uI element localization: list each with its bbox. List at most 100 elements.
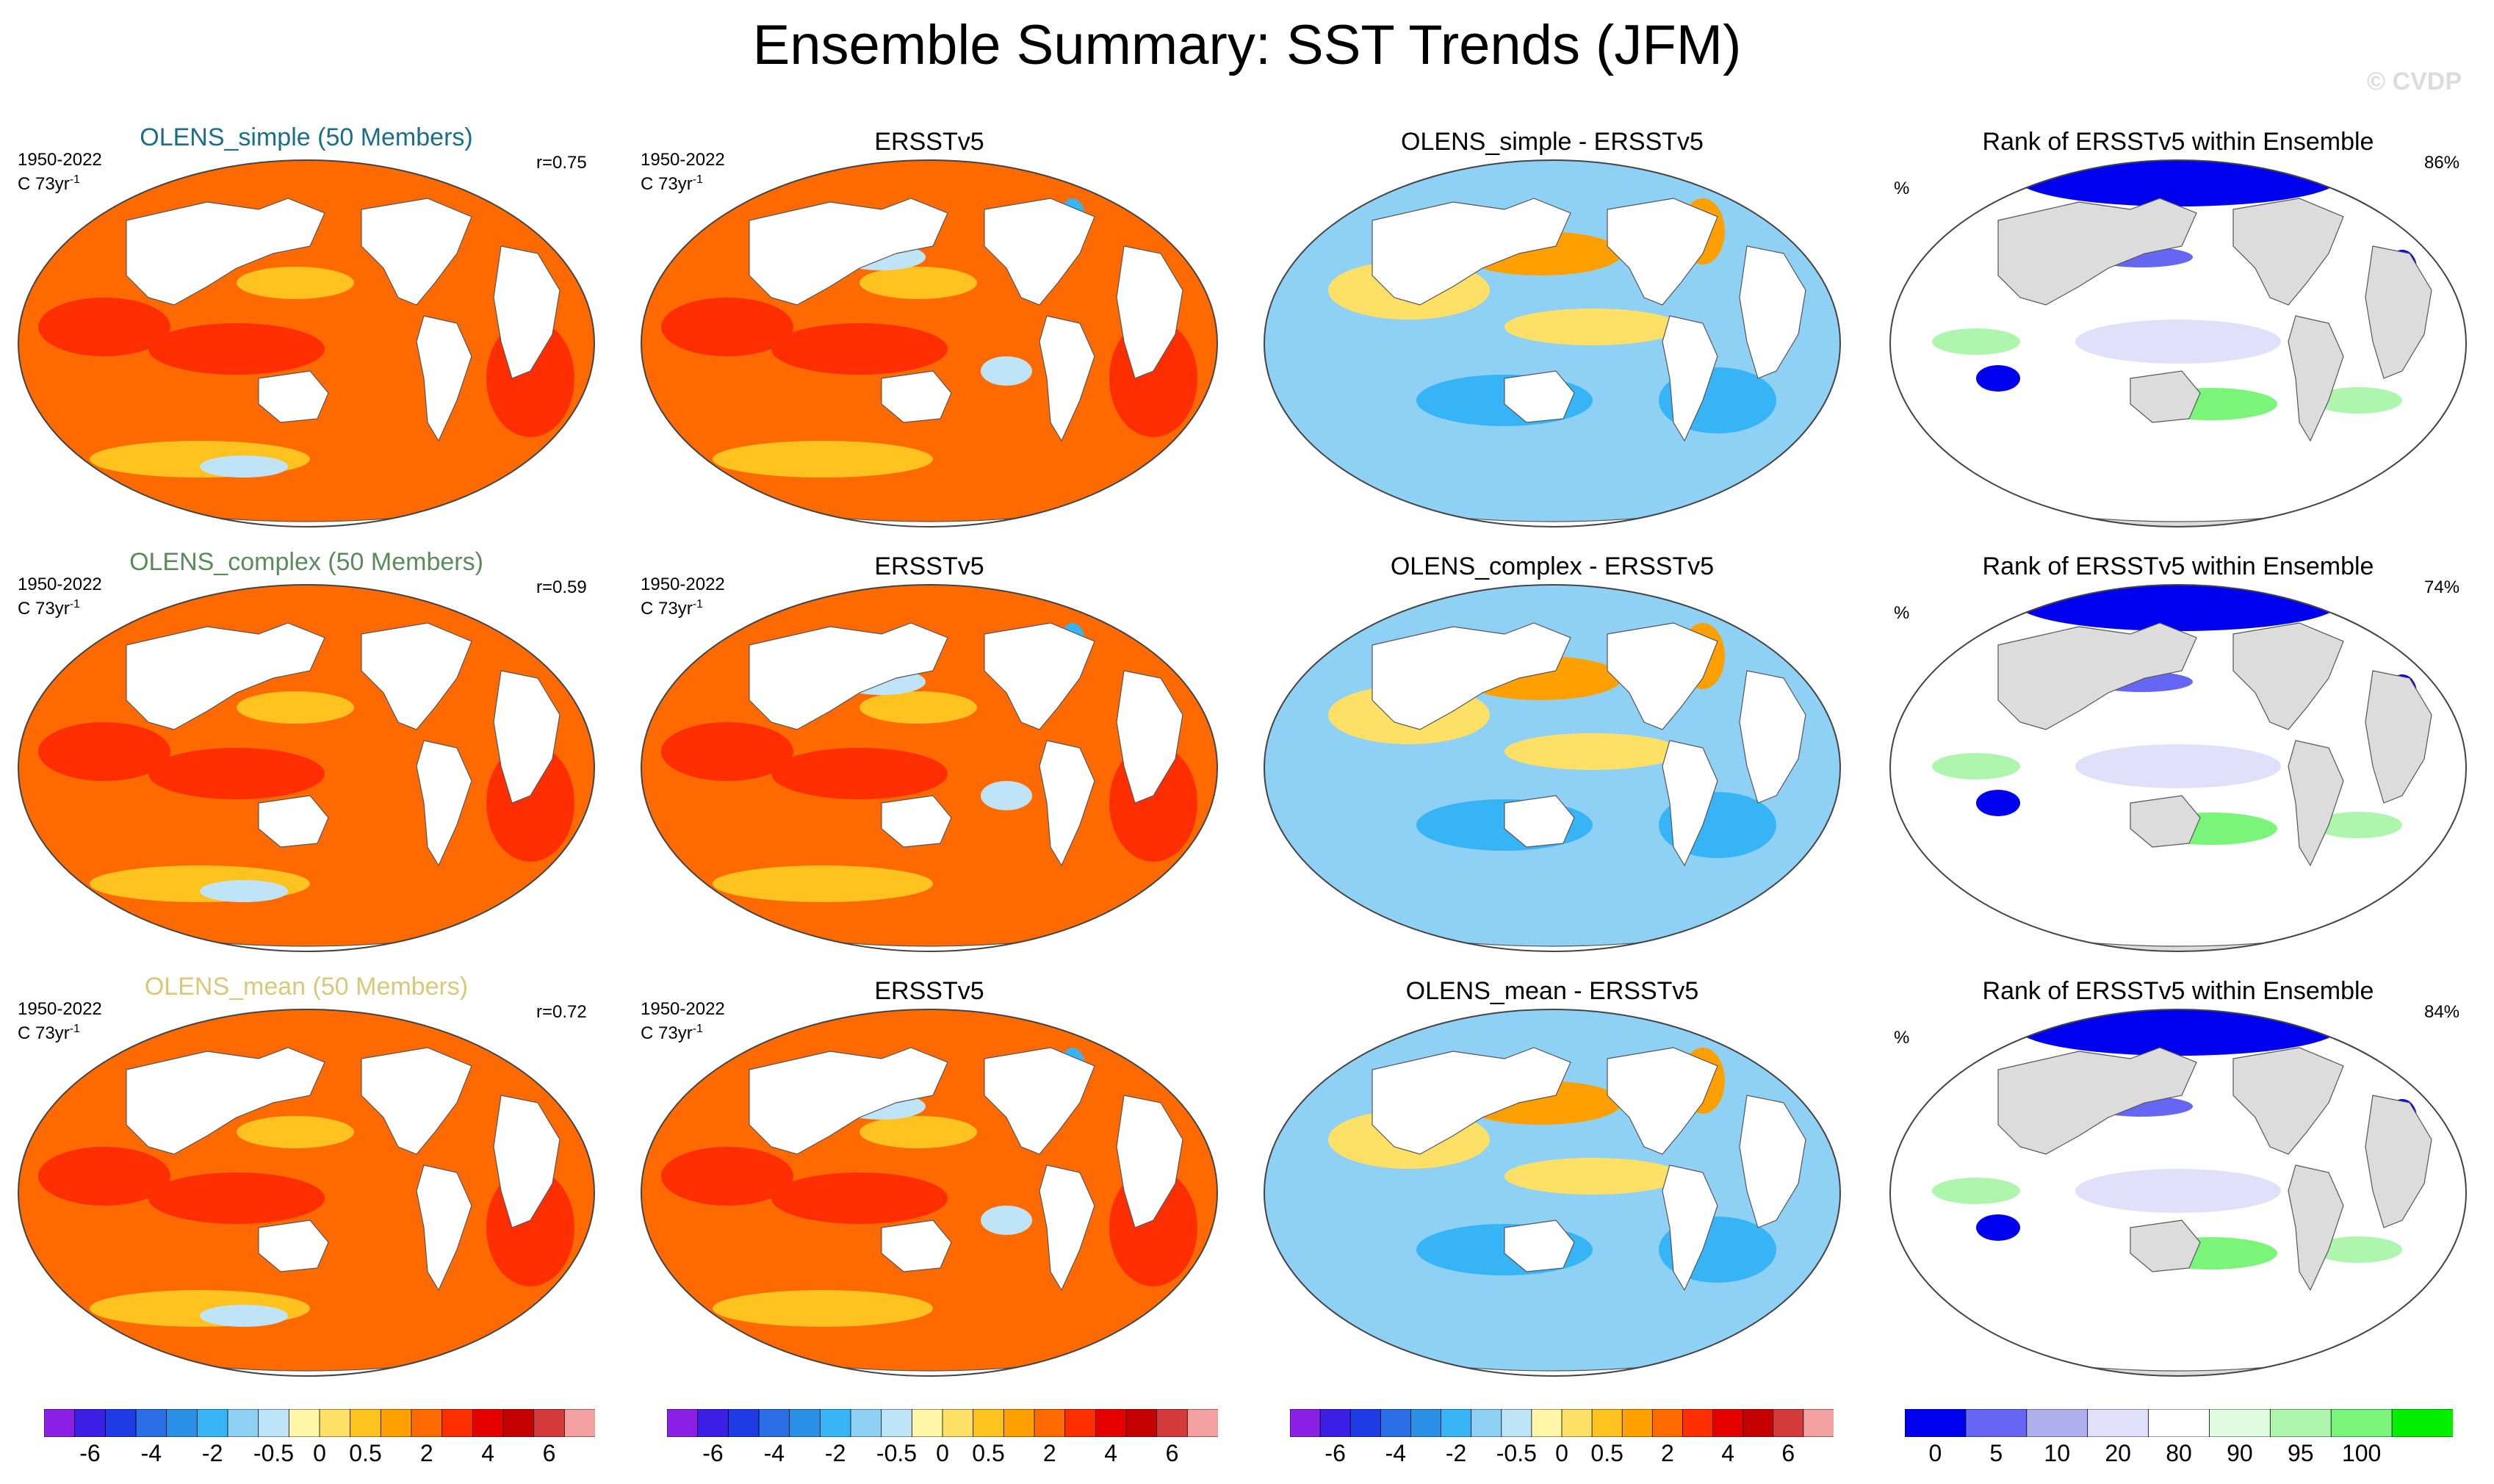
colorbar-swatch [1712,1409,1744,1437]
map-field-patch [2314,1236,2402,1263]
colorbar-swatch [819,1409,851,1437]
map-field-patch [1291,1224,1409,1275]
map-field-patch [771,748,948,799]
map-field-patch [1932,753,2020,779]
map-land [2130,1220,2201,1272]
rank-panel-title: Rank of ERSSTv5 within Ensemble [1982,552,2374,580]
colorbar-swatch [442,1409,474,1437]
colorbar-tick-label: 0.5 [1590,1440,1623,1466]
colorbar-swatch [2026,1409,2088,1437]
map-land [1039,315,1095,442]
map-land [1997,1047,2197,1155]
panel-period: 1950-2022 [641,999,725,1019]
colorbar-swatch [319,1409,351,1437]
colorbar-tick-label: 6 [1781,1440,1795,1466]
map-field-patch [859,1116,977,1148]
map-land [126,1047,325,1155]
colorbar-tick-label: 2 [419,1440,433,1466]
watermark: © CVDP [2367,68,2462,96]
diff-colorbar [1290,1409,1834,1437]
colorbar-swatch [1561,1409,1593,1437]
map-field-patch [237,1116,354,1148]
map-land [416,315,472,442]
colorbar-swatch [697,1409,729,1437]
map-land [361,198,472,306]
colorbar-swatch [881,1409,913,1437]
obs-map [641,1009,1218,1377]
map-field-patch [1291,375,1409,426]
map-land [2365,245,2432,379]
diff-colorbar-labels: -6 -4 -2 -0.5 0 0.5 2 4 6 [1290,1440,1834,1469]
map-border [18,1009,595,1377]
colorbar-tick-label: -6 [702,1440,724,1466]
colorbar-swatch [380,1409,412,1437]
map-field-patch [1976,1214,2020,1241]
map-border [1264,1009,1841,1377]
colorbar-tick-label: -0.5 [876,1440,918,1466]
obs-panel-title: ERSSTv5 [874,552,984,580]
map-field-patch [237,691,354,724]
map-field-patch [2314,387,2402,414]
map-field-patch [713,1290,933,1327]
map-field-patch [1976,790,2020,816]
map-land [1607,622,1718,730]
pattern-correlation: r=0.75 [536,153,587,173]
colorbar-swatch [227,1409,259,1437]
colorbar-swatch [1651,1409,1684,1437]
colorbar-tick-label: -4 [1385,1440,1407,1466]
colorbar-swatch [1742,1409,1774,1437]
colorbar-swatch [1034,1409,1066,1437]
colorbar-tick-label: -2 [201,1440,223,1466]
colorbar-swatch [1156,1409,1189,1437]
colorbar-swatch [1290,1409,1322,1437]
map-land [1662,1164,1718,1292]
map-land [2232,622,2344,730]
map-land [2232,1047,2344,1155]
rank-map [1889,584,2467,952]
rank-panel-title: Rank of ERSSTv5 within Ensemble [1982,977,2374,1005]
colorbar-swatch [166,1409,198,1437]
trend-1-colorbar-labels: -6 -4 -2 -0.5 0 0.5 2 4 6 [44,1440,595,1469]
map-land [2130,370,2201,423]
diff-panel-title: OLENS_simple - ERSSTv5 [1401,128,1704,156]
map-field-patch [200,1305,288,1327]
map-land [1997,622,2197,730]
colorbar-swatch [411,1409,443,1437]
colorbar-swatch [2330,1409,2393,1437]
map-field-patch [237,267,354,299]
map-field-patch [1291,799,1409,851]
diff-map [1264,1009,1841,1377]
map-field-patch [661,298,793,356]
colorbar-swatch [74,1409,107,1437]
panel-units-exponent: -1 [692,1023,703,1035]
colorbar-tick-label: -6 [79,1440,101,1466]
panel-units: C 73yr [641,174,693,194]
colorbar-tick-label: -0.5 [1496,1440,1537,1466]
colorbar-swatch [2148,1409,2210,1437]
colorbar-swatch [44,1409,76,1437]
map-field-patch [859,691,977,724]
map-field-patch [1504,309,1681,345]
colorbar-swatch [1803,1409,1834,1437]
figure-title: Ensemble Summary: SST Trends (JFM) [752,14,1742,76]
colorbar-tick-label: 5 [1989,1440,2003,1466]
map-land [1662,740,1718,867]
panel-period: 1950-2022 [641,574,725,594]
map-field-patch [981,1206,1032,1235]
map-land [258,795,329,848]
colorbar-swatch [2087,1409,2149,1437]
rank-colorbar-labels: 0 5 10 20 80 90 95 100 [1905,1440,2453,1469]
colorbar-swatch [135,1409,167,1437]
map-field-patch [2075,1169,2281,1213]
map-land [1116,1095,1183,1228]
model-panel-title: OLENS_simple (50 Members) [140,123,473,151]
colorbar-swatch [1591,1409,1623,1437]
colorbar-tick-label: 80 [2166,1440,2192,1466]
colorbar-swatch [1682,1409,1714,1437]
colorbar-tick-label: 2 [1660,1440,1674,1466]
map-land [126,198,325,306]
panel-period-label: 1950-2022 C 73yr-1 [18,999,102,1043]
map-land [749,1047,948,1155]
map-field-patch [2075,744,2281,788]
diff-map [1264,584,1841,952]
